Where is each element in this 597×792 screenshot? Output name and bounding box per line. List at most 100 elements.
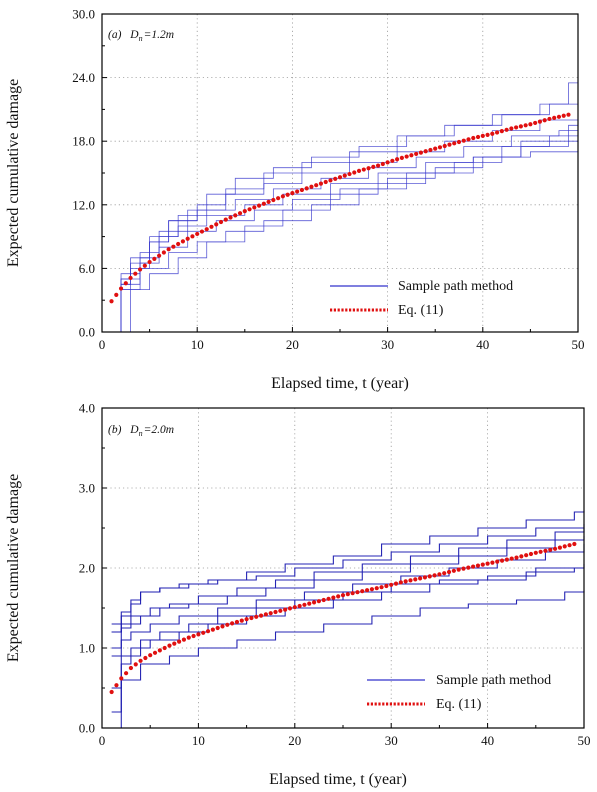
- eq11-point: [304, 186, 309, 191]
- grid-a: [102, 14, 578, 332]
- eq11-point: [509, 556, 514, 561]
- eq11-point: [133, 662, 138, 667]
- sample-path-line: [111, 140, 578, 333]
- eq11-point: [271, 197, 276, 203]
- eq11-point: [215, 625, 220, 631]
- annotation-value-a: =1.2m: [144, 29, 174, 41]
- eq11-point: [138, 658, 143, 663]
- eq11-point: [466, 565, 471, 570]
- series-sample-path-b: [111, 510, 585, 729]
- panel-letter-a: (a): [108, 29, 122, 41]
- eq11-point: [167, 643, 172, 648]
- eq11-point: [355, 590, 360, 595]
- eq11-point: [369, 587, 375, 592]
- eq11-point: [461, 566, 466, 571]
- eq11-point: [331, 595, 336, 600]
- eq11-point: [124, 671, 129, 676]
- eq11-point: [314, 183, 319, 188]
- sample-path-line: [111, 120, 579, 333]
- eq11-point: [552, 546, 558, 551]
- x-tick-label: 20: [288, 733, 301, 748]
- eq11-point: [562, 544, 567, 549]
- eq11-point: [499, 129, 504, 134]
- eq11-point: [196, 632, 201, 637]
- eq11-point: [471, 564, 476, 569]
- eq11-point: [152, 650, 158, 655]
- eq11-point: [228, 215, 233, 220]
- eq11-point: [480, 562, 485, 567]
- eq11-point: [567, 543, 572, 548]
- sample-path-line: [111, 114, 579, 333]
- eq11-point: [380, 161, 385, 167]
- eq11-point: [356, 168, 362, 173]
- sample-path-line: [111, 528, 585, 649]
- eq11-point: [533, 120, 538, 126]
- eq11-point: [537, 119, 543, 124]
- legend-a: Sample path method Eq. (11): [330, 279, 513, 318]
- eq11-point: [195, 231, 200, 237]
- eq11-point: [404, 154, 409, 159]
- y-tick-label: 1.0: [79, 641, 95, 656]
- eq11-point: [152, 256, 157, 261]
- eq11-point: [242, 209, 247, 214]
- eq11-point: [398, 580, 403, 585]
- y-axis-title-a: Expected cumulative damage: [5, 79, 22, 267]
- eq11-point: [316, 599, 321, 604]
- legend-b: Sample path method Eq. (11): [367, 673, 551, 712]
- eq11-point: [166, 247, 171, 252]
- eq11-point: [399, 155, 404, 160]
- eq11-point: [185, 236, 190, 241]
- eq11-point: [328, 178, 333, 183]
- eq11-point: [427, 574, 432, 579]
- x-tick-label: 40: [476, 337, 489, 352]
- eq11-point: [225, 622, 230, 627]
- eq11-point: [171, 244, 176, 249]
- eq11-point: [490, 131, 495, 136]
- sample-path-line: [111, 564, 585, 689]
- eq11-point: [176, 241, 181, 247]
- eq11-point: [345, 592, 350, 597]
- y-ticks-a: 0.0 6.0 12.0 18.0 24.0 30.0: [72, 7, 107, 340]
- eq11-point: [360, 589, 365, 594]
- x-axis-title-a: Elapsed time, t (year): [271, 375, 409, 392]
- y-axis-title-b: Expected cumulative damage: [5, 474, 22, 662]
- eq11-point: [297, 603, 302, 609]
- eq11-point: [157, 253, 162, 258]
- eq11-point: [256, 203, 262, 208]
- eq11-point: [350, 591, 355, 596]
- eq11-point: [336, 594, 341, 599]
- x-tick-label: 30: [385, 733, 398, 748]
- eq11-point: [137, 267, 143, 272]
- eq11-point: [247, 207, 252, 212]
- eq11-point: [514, 125, 519, 130]
- eq11-point: [239, 618, 244, 623]
- eq11-point: [261, 201, 266, 206]
- x-tick-label: 20: [286, 337, 299, 352]
- eq11-point: [557, 545, 563, 550]
- eq11-point: [285, 192, 290, 197]
- eq11-point: [366, 166, 371, 171]
- eq11-point: [528, 551, 534, 557]
- eq11-point: [552, 115, 557, 120]
- eq11-point: [418, 150, 424, 155]
- annotation-symbol-a: D: [129, 29, 139, 41]
- sample-path-line: [111, 98, 579, 333]
- eq11-point: [128, 275, 133, 281]
- eq11-point: [118, 286, 124, 291]
- eq11-point: [172, 641, 177, 646]
- eq11-point: [418, 576, 423, 581]
- eq11-point: [230, 621, 235, 626]
- eq11-point: [524, 553, 529, 558]
- eq11-point: [254, 614, 259, 619]
- eq11-point: [442, 571, 447, 576]
- x-tick-label: 30: [381, 337, 394, 352]
- eq11-point: [347, 171, 352, 177]
- legend-label-sample-a: Sample path method: [398, 279, 513, 294]
- eq11-point: [385, 160, 390, 165]
- eq11-point: [244, 617, 249, 622]
- eq11-point: [509, 126, 514, 131]
- eq11-point: [451, 568, 456, 573]
- eq11-point: [180, 239, 186, 244]
- eq11-point: [337, 175, 343, 180]
- legend-label-sample-b: Sample path method: [436, 673, 551, 688]
